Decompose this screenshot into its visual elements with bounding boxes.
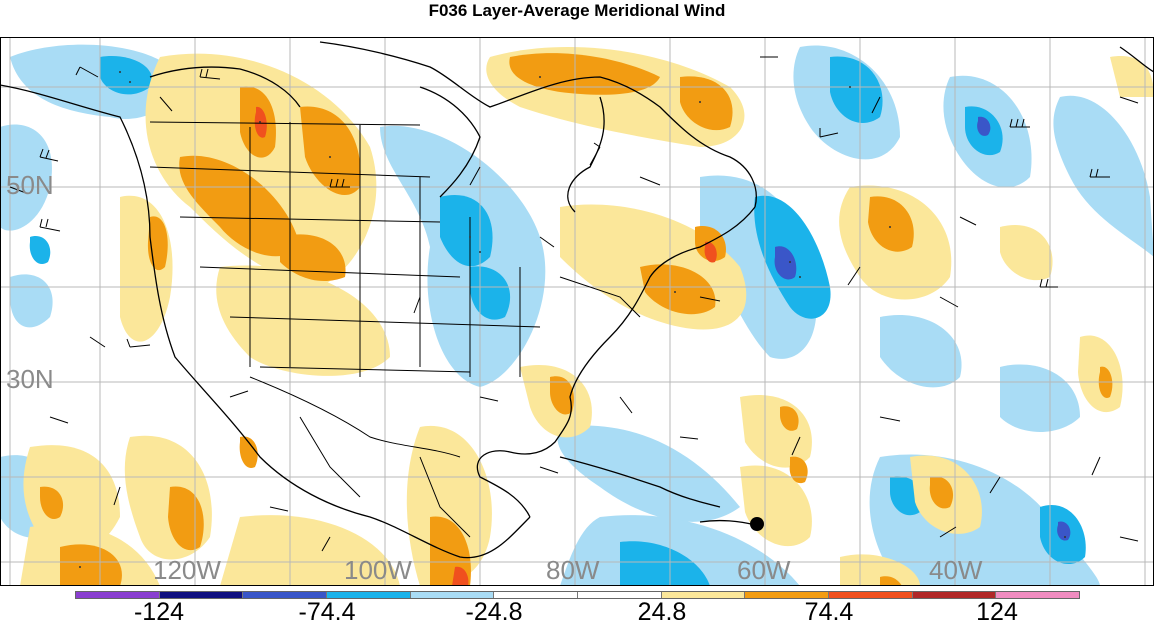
stipple-dots [79,71,1066,568]
legend-swatch [661,592,746,598]
legend-swatch [745,592,830,598]
lat-label-30n: 30N [6,364,54,394]
lon-label-80w: 80W [546,555,600,585]
legend-label: 24.8 [637,598,687,626]
wind-barbs [9,56,1139,552]
legend-swatch [76,592,160,598]
legend-swatch [494,592,579,598]
lon-label-40w: 40W [929,555,983,585]
blue-core-shading [774,116,1071,541]
legend-label: -124 [133,598,185,626]
map-title: F036 Layer-Average Meridional Wind [428,1,726,20]
legend-label: 124 [976,598,1018,626]
legend-swatch [578,592,662,598]
lon-label-60w: 60W [737,555,791,585]
legend-swatch [243,592,328,598]
map-canvas [0,37,1154,586]
island-marker [750,517,764,531]
legend-swatch [996,592,1080,598]
lon-label-120w: 120W [153,555,221,585]
legend-label: -24.8 [465,598,523,626]
political-borders [149,121,641,538]
weather-map: 50N 30N 120W 100W 80W 60W 40W [0,37,1154,586]
legend-label: 74.4 [804,598,854,626]
legend-label: -74.4 [298,598,356,626]
color-legend [75,591,1080,599]
lat-label-50n: 50N [6,170,54,200]
legend-swatch [327,592,411,598]
legend-swatch [410,592,495,598]
legend-swatch [829,592,913,598]
lon-label-100w: 100W [344,555,412,585]
legend-swatch [159,592,244,598]
coastlines [0,41,1154,559]
legend-swatch [912,592,997,598]
